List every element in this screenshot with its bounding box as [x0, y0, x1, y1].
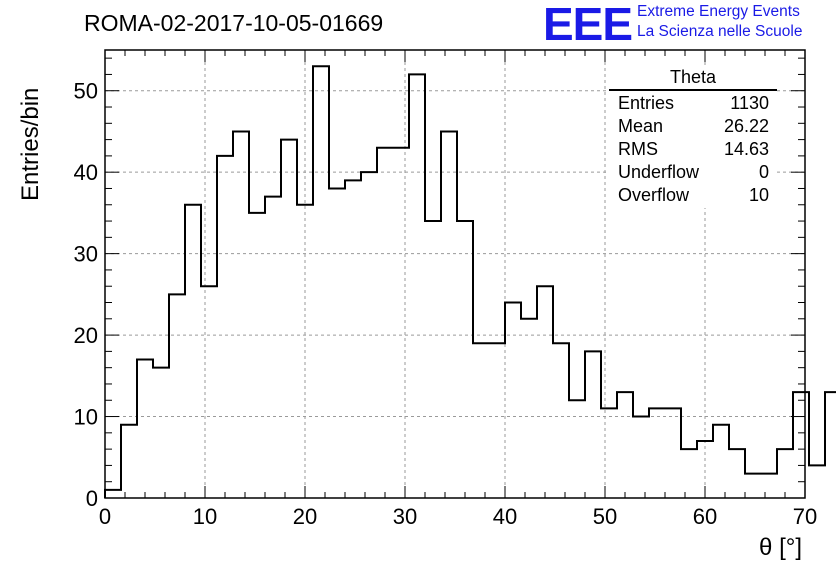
- stats-box-title: Theta: [609, 67, 777, 91]
- histogram-bin: [777, 449, 793, 498]
- histogram-bin: [633, 417, 649, 498]
- histogram-bin: [201, 286, 217, 498]
- histogram-bin: [425, 221, 441, 498]
- x-tick-label: 40: [493, 504, 517, 529]
- x-tick-label: 0: [99, 504, 111, 529]
- eee-caption-line2: La Scienza nelle Scuole: [637, 23, 803, 40]
- histogram-bin: [153, 368, 169, 498]
- histogram-outline: [104, 65, 836, 498]
- stats-value: 1130: [730, 93, 769, 113]
- histogram-bin: [713, 425, 729, 498]
- stats-row-rms: RMS 14.63: [609, 139, 777, 162]
- y-axis-label-box: Entries/bin: [6, 88, 44, 201]
- histogram-bin: [409, 74, 425, 498]
- stats-label: Underflow: [618, 162, 700, 182]
- histogram-bin: [617, 392, 633, 498]
- y-tick-label: 40: [74, 160, 98, 185]
- histogram-bin: [265, 197, 281, 498]
- y-tick-label: 30: [74, 242, 98, 267]
- y-tick-label: 10: [74, 405, 98, 430]
- histogram-bin: [441, 131, 457, 498]
- stats-row-mean: Mean 26.22: [609, 116, 777, 139]
- stats-value: 14.63: [723, 139, 769, 159]
- stats-box: Theta Entries 1130 Mean 26.22 RMS 14.63 …: [609, 67, 777, 208]
- y-axis-label: Entries/bin: [17, 87, 44, 201]
- stats-label: Entries: [618, 93, 675, 113]
- histogram-bin: [345, 180, 361, 498]
- histogram-bin: [569, 400, 585, 498]
- eee-logo: EEE: [543, 0, 633, 50]
- x-tick-label: 50: [593, 504, 617, 529]
- histogram-bin: [825, 392, 836, 498]
- stats-row-underflow: Underflow 0: [609, 162, 777, 185]
- histogram-bin: [761, 474, 777, 498]
- histogram-bin: [729, 449, 745, 498]
- histogram-bin: [489, 343, 505, 498]
- histogram-bin: [601, 408, 617, 498]
- stats-value: 10: [748, 185, 769, 205]
- histogram-bin: [313, 66, 329, 498]
- histogram-bin: [281, 140, 297, 498]
- histogram-bin: [361, 172, 377, 498]
- histogram-bin: [329, 188, 345, 498]
- x-tick-label: 20: [293, 504, 317, 529]
- histogram-bin: [169, 294, 185, 498]
- y-tick-label: 50: [74, 79, 98, 104]
- eee-caption-line1: Extreme Energy Events: [637, 3, 800, 20]
- histogram-bin: [297, 205, 313, 498]
- histogram-bin: [137, 360, 153, 498]
- stats-value: 26.22: [723, 116, 769, 136]
- histogram-bin: [217, 156, 233, 498]
- histogram-bin: [393, 148, 409, 498]
- eee-logo-caption: Extreme Energy Events La Scienza nelle S…: [637, 2, 802, 42]
- histogram-bin: [473, 343, 489, 498]
- y-tick-label: 0: [86, 486, 98, 511]
- stats-value: 0: [758, 162, 769, 182]
- y-tick-label: 20: [74, 323, 98, 348]
- histogram-bin: [585, 351, 601, 498]
- stats-label: Overflow: [618, 185, 690, 205]
- histogram-bin: [185, 205, 201, 498]
- stats-row-overflow: Overflow 10: [609, 185, 777, 208]
- histogram-bin: [809, 465, 825, 498]
- stats-label: RMS: [618, 139, 658, 159]
- histogram-bin: [249, 213, 265, 498]
- x-axis-label: θ [°]: [759, 534, 802, 561]
- histogram-bin: [537, 286, 553, 498]
- histogram-bin: [457, 221, 473, 498]
- x-tick-label: 60: [693, 504, 717, 529]
- histogram-bin: [745, 474, 761, 498]
- histogram-bin: [665, 408, 681, 498]
- histogram-bin: [105, 490, 121, 498]
- histogram-bin: [681, 449, 697, 498]
- x-tick-label: 10: [193, 504, 217, 529]
- x-tick-label: 30: [393, 504, 417, 529]
- histogram-bin: [553, 343, 569, 498]
- x-tick-label: 70: [793, 504, 817, 529]
- histogram-bin: [649, 408, 665, 498]
- chart-title: ROMA-02-2017-10-05-01669: [84, 10, 384, 36]
- stats-row-entries: Entries 1130: [609, 93, 777, 116]
- histogram-bin: [233, 131, 249, 498]
- histogram-bin: [521, 319, 537, 498]
- histogram-bin: [121, 425, 137, 498]
- stats-label: Mean: [618, 116, 664, 136]
- histogram-bin: [377, 148, 393, 498]
- plot-frame: [104, 49, 806, 499]
- histogram-bin: [505, 303, 521, 498]
